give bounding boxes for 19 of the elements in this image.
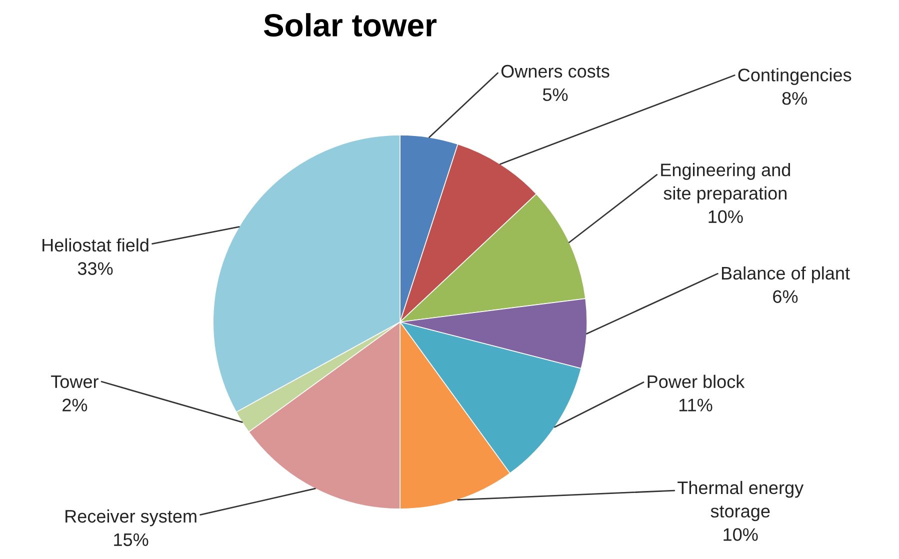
- slice-label: Receiver system: [66, 509, 196, 526]
- slice-label: Balance of plant: [722, 266, 850, 284]
- data-label: 11%: [679, 398, 712, 412]
- data-label: 33%: [78, 262, 113, 275]
- slice-label: Owners costs: [501, 64, 610, 78]
- chart-title: Solar tower: [264, 13, 436, 37]
- slice-label: Contingencies: [738, 68, 852, 85]
- data-label: 2%: [62, 398, 88, 412]
- slice-label: Thermal energy storage: [678, 480, 804, 522]
- data-label: 15%: [114, 533, 148, 546]
- slice-label: Heliostat field: [42, 238, 148, 252]
- data-label: 6%: [773, 290, 798, 303]
- slice-label: Tower: [51, 375, 98, 388]
- data-label: 10%: [724, 528, 758, 541]
- slice-label: Engineering and site preparation: [661, 163, 790, 204]
- data-label: 5%: [542, 88, 568, 102]
- data-label: 8%: [782, 92, 807, 105]
- slice-label: Power block: [648, 374, 745, 388]
- data-label: 10%: [708, 210, 743, 224]
